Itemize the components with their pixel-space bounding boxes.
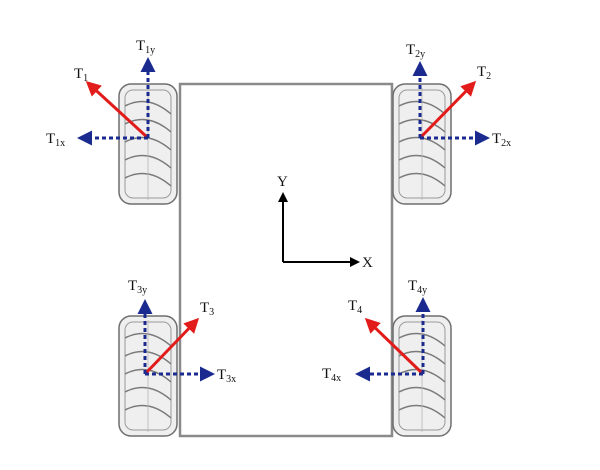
- force-t3-label: T3: [200, 300, 214, 318]
- force-t4-arrow: [364, 317, 425, 376]
- mecanum-wheel-icon-front-right: [392, 83, 452, 205]
- force-t1-arrow: [85, 80, 150, 140]
- force-t4y-label: T4y: [408, 278, 427, 296]
- force-t2-arrow: [418, 80, 477, 140]
- mecanum-wheel-icon-rear-left: [118, 315, 178, 437]
- force-t2-label: T2: [477, 64, 491, 82]
- force-t4-label: T4: [348, 298, 362, 316]
- force-t1y-label: T1y: [136, 38, 155, 56]
- axis-x-label: X: [362, 255, 373, 271]
- force-t3y-label: T3y: [128, 278, 147, 296]
- force-t3-arrow: [143, 317, 200, 376]
- force-t2y-label: T2y: [406, 42, 425, 60]
- force-t1x-label: T1x: [46, 131, 65, 149]
- force-t2x-label: T2x: [492, 131, 511, 149]
- force-t3x-label: T3x: [217, 367, 236, 385]
- axis-y-label: Y: [277, 174, 288, 190]
- force-t4x-label: T4x: [322, 366, 341, 384]
- force-t1-label: T1: [74, 66, 88, 84]
- mecanum-wheel-icon-rear-right: [392, 315, 452, 437]
- chassis-frame: [178, 82, 394, 438]
